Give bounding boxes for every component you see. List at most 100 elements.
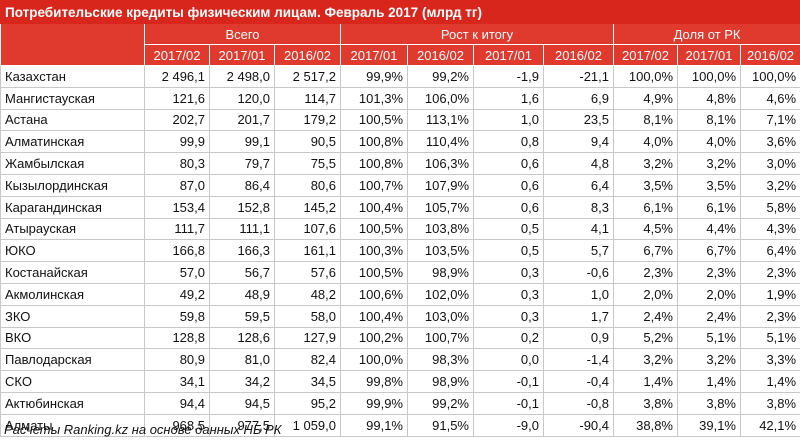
value-cell: 103,8% (407, 217, 474, 241)
region-name-cell: Кызылординская (0, 173, 145, 197)
value-cell: 59,8 (144, 304, 210, 328)
sub-header: 2017/01 (473, 44, 544, 66)
value-cell: 23,5 (543, 108, 614, 132)
value-cell: 99,9% (340, 65, 408, 88)
value-cell: 166,3 (209, 239, 275, 263)
value-cell: 100,0% (677, 65, 741, 88)
value-cell: 3,3% (739, 348, 800, 372)
region-name-cell: Казахстан (0, 65, 145, 88)
value-cell: 4,9% (613, 86, 678, 110)
value-cell: 2,3% (739, 261, 800, 284)
region-name-cell: Карагандинская (0, 195, 145, 219)
value-cell: 0,5 (473, 217, 544, 241)
value-cell: 0,0 (473, 348, 544, 372)
value-cell: 8,1% (677, 108, 741, 132)
value-cell: 111,7 (144, 217, 210, 241)
region-name-cell: Павлодарская (0, 348, 145, 372)
value-cell: 2,3% (613, 261, 678, 284)
value-cell: 3,2% (613, 348, 678, 372)
region-name-cell: Жамбылская (0, 152, 145, 175)
value-cell: 2,3% (739, 304, 800, 328)
value-cell: 100,0% (340, 348, 408, 372)
value-cell: 99,9 (144, 130, 210, 154)
value-cell: 99,2% (407, 391, 474, 415)
value-cell: 3,2% (613, 152, 678, 175)
value-cell: 86,4 (209, 173, 275, 197)
value-cell: 80,3 (144, 152, 210, 175)
value-cell: 100,5% (340, 217, 408, 241)
value-cell: 6,7% (677, 239, 741, 263)
value-cell: 5,2% (613, 326, 678, 350)
value-cell: 106,0% (407, 86, 474, 110)
value-cell: 34,5 (274, 370, 341, 393)
value-cell: 977,5 (209, 413, 275, 437)
value-cell: 87,0 (144, 173, 210, 197)
value-cell: 3,6% (739, 130, 800, 154)
value-cell: 4,6% (739, 86, 800, 110)
table-row: Жамбылская 80,3 79,7 75,5 100,8% 106,3% 0,6 4,8… (0, 152, 800, 175)
table-row: ВКО 128,8 128,6 127,9 100,2% 100,7% 0,2 0,9 5,2%… (0, 326, 800, 350)
value-cell: 3,8% (613, 391, 678, 415)
region-name-cell: СКО (0, 370, 145, 393)
value-cell: 57,0 (144, 261, 210, 284)
value-cell: 3,8% (677, 391, 741, 415)
value-cell: 5,1% (739, 326, 800, 350)
sub-header-row: 2017/02 2017/01 2016/02 2017/01 2016/02 … (1, 44, 800, 66)
value-cell: 90,5 (274, 130, 341, 154)
source-footnote: Расчеты Ranking.kz на основе данных НБ Р… (4, 422, 282, 437)
value-cell: 1 059,0 (274, 413, 341, 437)
value-cell: 91,5% (407, 413, 474, 437)
value-cell: 98,9% (407, 261, 474, 284)
value-cell: 3,8% (739, 391, 800, 415)
value-cell: 1,0 (473, 108, 544, 132)
value-cell: 0,3 (473, 261, 544, 284)
value-cell: 101,3% (340, 86, 408, 110)
value-cell: -0,1 (473, 370, 544, 393)
value-cell: 106,3% (407, 152, 474, 175)
value-cell: 7,1% (739, 108, 800, 132)
region-name-cell: Алматинская (0, 130, 145, 154)
sub-header: 2017/01 (340, 44, 408, 66)
value-cell: 0,3 (473, 282, 544, 306)
value-cell: 0,8 (473, 130, 544, 154)
value-cell: 110,4% (407, 130, 474, 154)
value-cell: 48,9 (209, 282, 275, 306)
value-cell: 4,1 (543, 217, 614, 241)
value-cell: 9,4 (543, 130, 614, 154)
region-name-cell: Алматы (0, 413, 145, 437)
value-cell: 179,2 (274, 108, 341, 132)
sub-header: 2016/02 (407, 44, 474, 66)
table-row: ЗКО 59,8 59,5 58,0 100,4% 103,0% 0,3 1,7 2,4% 2,4… (0, 304, 800, 328)
value-cell: 100,0% (739, 65, 800, 88)
value-cell: 6,7% (613, 239, 678, 263)
value-cell: 6,4% (739, 239, 800, 263)
value-cell: 102,0% (407, 282, 474, 306)
value-cell: 6,9 (543, 86, 614, 110)
value-cell: 80,6 (274, 173, 341, 197)
sub-header: 2016/02 (739, 44, 800, 66)
value-cell: 202,7 (144, 108, 210, 132)
region-header (0, 23, 145, 66)
value-cell: 0,5 (473, 239, 544, 263)
region-name-cell: Мангистауская (0, 86, 145, 110)
value-cell: 94,4 (144, 391, 210, 415)
value-cell: 99,8% (340, 370, 408, 393)
value-cell: -0,1 (473, 391, 544, 415)
value-cell: 105,7% (407, 195, 474, 219)
value-cell: 100,8% (340, 130, 408, 154)
value-cell: 0,2 (473, 326, 544, 350)
value-cell: 4,0% (613, 130, 678, 154)
table-title: Потребительские кредиты физическим лицам… (0, 0, 800, 24)
value-cell: 2,4% (677, 304, 741, 328)
value-cell: 100,3% (340, 239, 408, 263)
value-cell: 2,0% (613, 282, 678, 306)
table-row: Актюбинская 94,4 94,5 95,2 99,9% 99,2% -0,1 -0,… (0, 391, 800, 415)
value-cell: -9,0 (473, 413, 544, 437)
value-cell: 100,7% (407, 326, 474, 350)
value-cell: -0,8 (543, 391, 614, 415)
table-row: СКО 34,1 34,2 34,5 99,8% 98,9% -0,1 -0,4 1,4% 1,4… (0, 370, 800, 393)
value-cell: 100,0% (613, 65, 678, 88)
value-cell: 100,4% (340, 195, 408, 219)
